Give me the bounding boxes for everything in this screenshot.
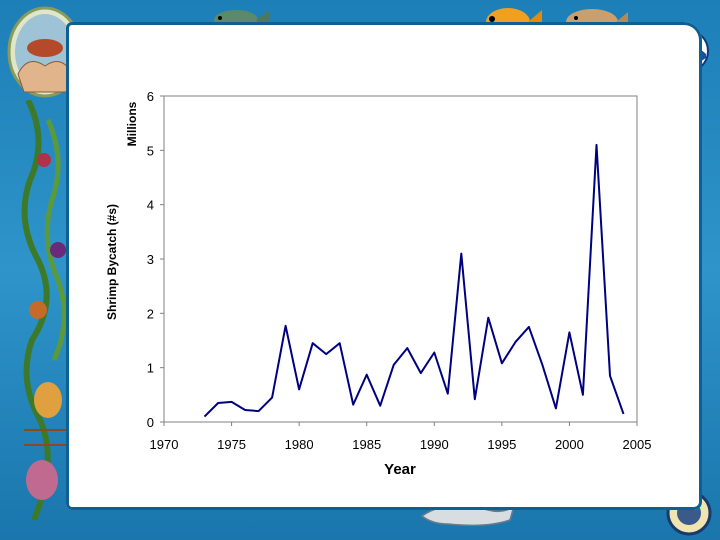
y-tick-label: 2 (147, 306, 154, 321)
y-units-label: Millions (125, 101, 139, 146)
y-tick-label: 1 (147, 361, 154, 376)
y-tick-label: 4 (147, 198, 154, 213)
x-axis-ticks: 1970 1975 1980 1985 1990 1995 2000 2005 (150, 422, 652, 452)
seaweed-coral-decoration-icon (21, 100, 67, 520)
y-axis-label: Shrimp Bycatch (#s) (105, 204, 119, 320)
y-tick-label: 0 (147, 415, 154, 430)
x-axis-label: Year (384, 461, 416, 478)
x-tick-label: 1990 (420, 437, 449, 452)
hands-holding-fish-logo-icon (7, 6, 83, 98)
x-tick-label: 1975 (217, 437, 246, 452)
x-tick-label: 2005 (623, 437, 652, 452)
series-points (204, 144, 624, 417)
y-axis-ticks: 0 1 2 3 4 5 6 (147, 89, 164, 430)
series-line (203, 143, 625, 418)
y-tick-label: 6 (147, 89, 154, 104)
x-tick-label: 1995 (487, 437, 516, 452)
x-tick-label: 1980 (285, 437, 314, 452)
plot-area (163, 95, 638, 423)
y-tick-label: 3 (147, 252, 154, 267)
x-tick-label: 1970 (150, 437, 179, 452)
y-tick-label: 5 (147, 143, 154, 158)
x-tick-label: 2000 (555, 437, 584, 452)
x-tick-label: 1985 (352, 437, 381, 452)
